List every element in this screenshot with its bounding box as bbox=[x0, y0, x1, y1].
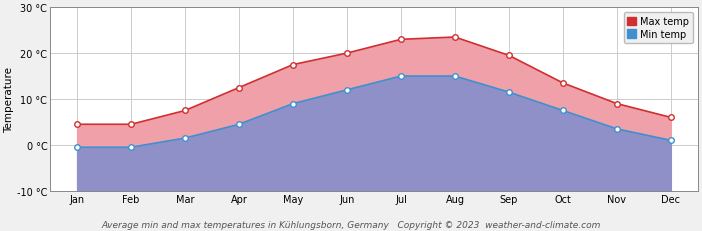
Y-axis label: Temperature: Temperature bbox=[4, 67, 14, 132]
Text: Average min and max temperatures in Kühlungsborn, Germany   Copyright © 2023  we: Average min and max temperatures in Kühl… bbox=[101, 220, 601, 229]
Legend: Max temp, Min temp: Max temp, Min temp bbox=[623, 13, 693, 43]
